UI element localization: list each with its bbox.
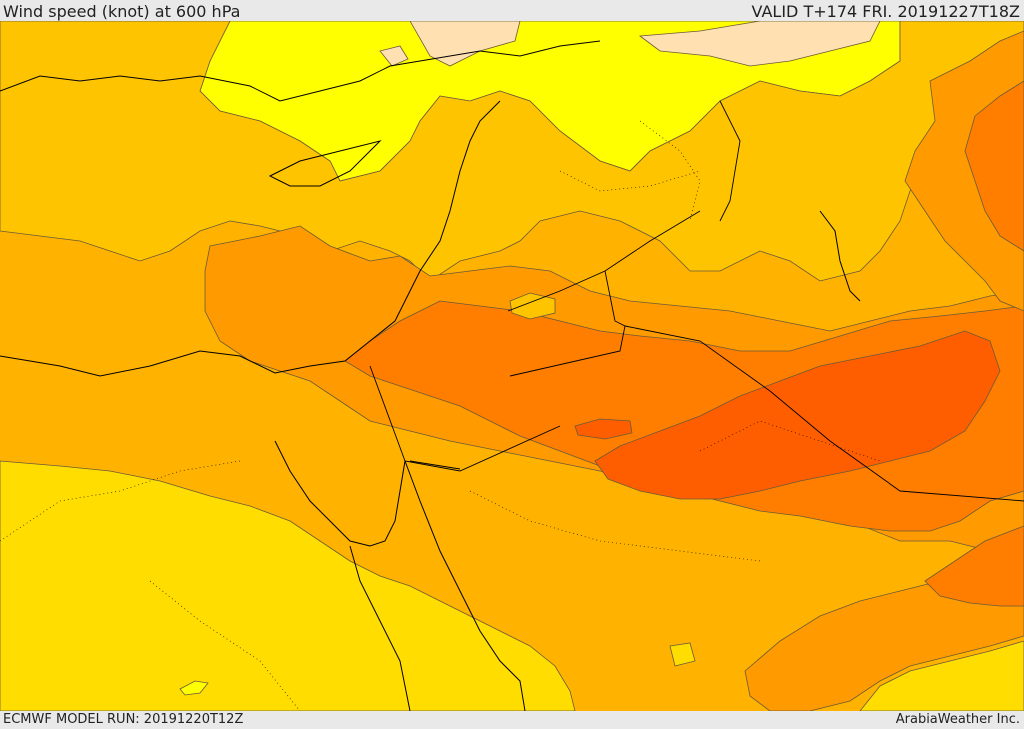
jet-core-max <box>594 330 1001 500</box>
yellow-pocket-2 <box>669 642 696 667</box>
map-title: Wind speed (knot) at 600 hPa <box>3 2 241 21</box>
footer-bar: ECMWF MODEL RUN: 20191220T12Z ArabiaWeat… <box>0 711 1024 729</box>
credit-label: ArabiaWeather Inc. <box>895 712 1020 727</box>
orange-dark-core <box>344 300 1024 532</box>
gold-pocket <box>509 292 556 320</box>
yellow-pocket-1 <box>179 680 209 696</box>
orange-dark-east <box>924 525 1024 607</box>
coastlines <box>0 40 861 711</box>
model-run-label: ECMWF MODEL RUN: 20191220T12Z <box>3 712 244 727</box>
country-borders <box>369 100 1024 502</box>
very-calm-patch-2 <box>638 21 881 67</box>
yellow-southeast <box>859 640 1024 711</box>
yellow-southwest <box>0 460 576 711</box>
orange-dark-northeast <box>964 80 1024 252</box>
very-calm-patch-3 <box>379 45 409 67</box>
wind-speed-map <box>0 21 1024 711</box>
province-borders <box>0 120 881 711</box>
header-bar: Wind speed (knot) at 600 hPa VALID T+174… <box>0 0 1024 22</box>
map-panel[interactable] <box>0 21 1024 711</box>
valid-time: VALID T+174 FRI. 20191227T18Z <box>751 2 1020 21</box>
jet-blob-small <box>574 418 633 440</box>
